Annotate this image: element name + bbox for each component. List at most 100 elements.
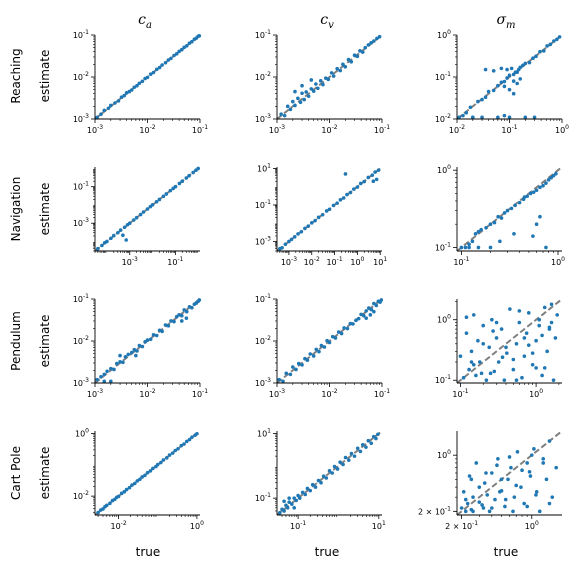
data-point bbox=[287, 500, 291, 504]
data-point bbox=[464, 315, 469, 320]
data-point bbox=[517, 320, 522, 325]
data-point bbox=[131, 218, 136, 222]
data-point bbox=[134, 353, 138, 358]
x-tick-label: 10-1 bbox=[290, 520, 306, 531]
data-point bbox=[534, 54, 538, 59]
data-point bbox=[546, 178, 551, 182]
y-tick-label: 10-1 bbox=[255, 293, 271, 304]
data-point bbox=[512, 232, 516, 236]
data-point bbox=[163, 323, 168, 327]
x-tick-label: 10-1 bbox=[374, 388, 390, 399]
data-point bbox=[527, 470, 532, 474]
y-tick-label: 10-1 bbox=[73, 181, 89, 192]
x-tick-label: 10-1 bbox=[501, 124, 517, 135]
y-tick-label: 10-1 bbox=[255, 199, 271, 210]
data-point bbox=[522, 195, 527, 199]
data-point bbox=[491, 329, 495, 333]
x-tick-label: 10-1 bbox=[453, 256, 469, 267]
data-point bbox=[127, 221, 132, 225]
data-point bbox=[488, 245, 493, 250]
data-point bbox=[463, 509, 468, 514]
data-point bbox=[177, 181, 182, 186]
data-point bbox=[500, 355, 505, 360]
data-point bbox=[480, 115, 484, 120]
panel-reaching-c-v: 10-3 10-2 10-1 10-3 10-2 10-1 bbox=[255, 29, 390, 135]
row-label-pendulum: Pendulum bbox=[9, 311, 23, 371]
ylabel-reaching: estimate bbox=[38, 50, 52, 103]
data-point bbox=[179, 313, 184, 318]
data-point bbox=[277, 511, 282, 515]
row-label-reaching: Reaching bbox=[9, 48, 23, 103]
data-point bbox=[532, 447, 536, 451]
data-point bbox=[507, 115, 512, 120]
y-tick-label: 10-1 bbox=[435, 374, 451, 385]
data-point bbox=[343, 64, 348, 69]
data-point bbox=[338, 68, 343, 73]
data-point bbox=[519, 485, 523, 489]
data-point bbox=[494, 320, 499, 325]
data-point bbox=[308, 352, 313, 356]
data-point bbox=[169, 56, 173, 61]
data-point bbox=[374, 177, 379, 182]
data-point bbox=[119, 95, 124, 100]
y-tick-label: 10-1 bbox=[73, 293, 89, 304]
x-tick-label: 100 bbox=[551, 256, 565, 267]
data-point bbox=[505, 76, 509, 80]
data-point bbox=[461, 113, 465, 118]
data-point bbox=[351, 322, 355, 326]
y-tick-label: 10-2 bbox=[73, 71, 89, 82]
data-point bbox=[133, 481, 137, 486]
xlabel-col-sigma: true bbox=[494, 545, 519, 559]
data-point bbox=[296, 361, 301, 366]
data-point bbox=[137, 343, 142, 348]
data-point bbox=[485, 493, 490, 497]
data-point bbox=[109, 379, 113, 384]
data-point bbox=[499, 80, 504, 85]
data-point bbox=[538, 185, 542, 190]
data-point bbox=[555, 37, 559, 42]
panel-navigation-c-v: 10-3 10-2 10-1 100 101 10-3 10-1 101 bbox=[255, 162, 388, 267]
data-point bbox=[132, 85, 137, 90]
x-tick-label: 10-3 bbox=[269, 388, 285, 399]
panel-pendulum-c-v: 10-3 10-2 10-1 10-3 10-2 10-1 bbox=[255, 293, 390, 399]
x-tick-label: 101 bbox=[373, 256, 387, 267]
data-point bbox=[148, 72, 153, 76]
data-point bbox=[292, 496, 296, 500]
data-point bbox=[164, 192, 169, 196]
data-point bbox=[195, 431, 199, 436]
y-tick-label: 10-1 bbox=[435, 241, 451, 252]
data-point bbox=[467, 245, 471, 250]
data-point bbox=[304, 90, 309, 94]
data-point bbox=[545, 349, 549, 354]
data-point bbox=[157, 65, 162, 70]
y-tick-label: 101 bbox=[257, 162, 271, 173]
data-point bbox=[507, 73, 512, 78]
data-point bbox=[309, 221, 314, 225]
data-point bbox=[483, 95, 488, 100]
data-point bbox=[324, 209, 329, 213]
data-point bbox=[320, 212, 325, 217]
data-point bbox=[550, 495, 555, 499]
data-point bbox=[145, 207, 150, 211]
data-point bbox=[483, 67, 488, 72]
data-point bbox=[140, 344, 145, 349]
data-point bbox=[345, 192, 349, 197]
data-point bbox=[554, 465, 558, 470]
data-point bbox=[173, 184, 178, 189]
data-point bbox=[496, 457, 500, 461]
data-point bbox=[127, 485, 132, 490]
data-point bbox=[284, 371, 289, 376]
data-point bbox=[511, 79, 516, 83]
y-tick-label: 101 bbox=[257, 428, 271, 439]
data-point bbox=[487, 345, 492, 350]
data-point bbox=[366, 306, 371, 310]
data-point bbox=[502, 79, 507, 84]
data-point bbox=[532, 115, 537, 120]
panel-navigation-sigma-m: 10-1 100 10-1 100 bbox=[435, 164, 565, 267]
data-point bbox=[379, 298, 384, 302]
x-tick-label: 10-1 bbox=[452, 388, 468, 399]
data-point bbox=[112, 233, 116, 238]
y-tick-label: 10-1 bbox=[73, 29, 89, 40]
data-point bbox=[461, 490, 466, 494]
data-point bbox=[308, 488, 313, 493]
